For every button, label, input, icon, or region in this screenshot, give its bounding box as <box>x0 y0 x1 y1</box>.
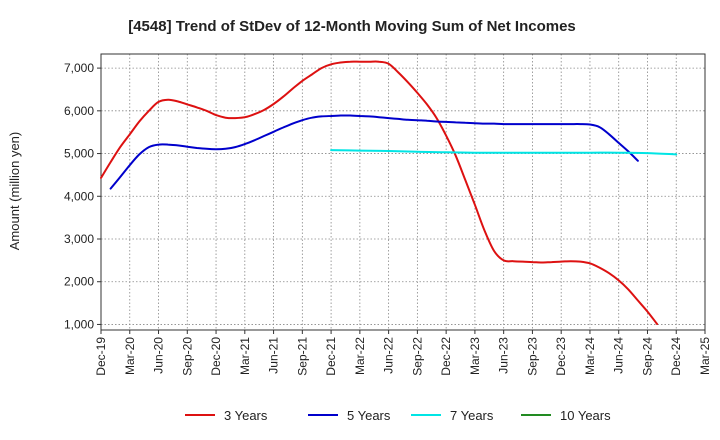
y-axis-ticks: 1,000 2,000 3,000 4,000 5,000 6,000 7,000 <box>64 61 101 331</box>
x-tick-label: Dec-22 <box>439 337 453 376</box>
x-tick-label: Sep-24 <box>640 337 654 376</box>
x-tick-label: Jun-22 <box>382 337 396 374</box>
x-tick-label: Mar-22 <box>353 337 367 375</box>
x-tick-label: Mar-20 <box>123 337 137 375</box>
x-tick-label: Dec-24 <box>669 337 683 376</box>
plot-area-frame <box>100 53 706 331</box>
gridlines <box>100 54 706 330</box>
x-tick-label: Mar-21 <box>238 337 252 375</box>
series-lines <box>100 60 678 325</box>
legend-label-5-years: 5 Years <box>347 408 391 423</box>
legend-label-10-years: 10 Years <box>560 408 611 423</box>
y-tick-label: 6,000 <box>64 104 94 118</box>
y-tick-label: 2,000 <box>64 275 94 289</box>
x-tick-label: Mar-25 <box>698 337 712 375</box>
x-tick-label: Dec-20 <box>209 337 223 376</box>
x-tick-label: Sep-20 <box>180 337 194 376</box>
x-tick-label: Mar-23 <box>468 337 482 375</box>
y-tick-label: 4,000 <box>64 189 94 203</box>
y-tick-label: 7,000 <box>64 61 94 75</box>
x-tick-label: Jun-24 <box>612 337 626 374</box>
y-axis-label: Amount (million yen) <box>7 132 22 251</box>
x-tick-label: Sep-23 <box>525 337 539 376</box>
x-tick-label: Sep-22 <box>410 337 424 376</box>
x-tick-label: Dec-19 <box>94 337 108 376</box>
chart-title: [4548] Trend of StDev of 12-Month Moving… <box>128 18 576 35</box>
x-tick-label: Jun-21 <box>267 337 281 374</box>
x-tick-label: Dec-21 <box>324 337 338 376</box>
x-tick-label: Mar-24 <box>583 337 597 375</box>
y-tick-label: 1,000 <box>64 317 94 331</box>
series-line-7-years <box>330 149 678 156</box>
x-tick-label: Jun-23 <box>497 337 511 374</box>
x-tick-label: Sep-21 <box>295 337 309 376</box>
legend: 3 Years 5 Years 7 Years 10 Years <box>185 408 611 423</box>
series-line-3-years <box>100 60 659 325</box>
x-tick-label: Dec-23 <box>554 337 568 376</box>
legend-label-3-years: 3 Years <box>224 408 268 423</box>
y-tick-label: 3,000 <box>64 232 94 246</box>
x-axis-ticks: Dec-19 Mar-20 Jun-20 Sep-20 Dec-20 Mar-21 Jun-… <box>94 330 712 376</box>
y-tick-label: 5,000 <box>64 147 94 161</box>
x-tick-label: Jun-20 <box>152 337 166 374</box>
series-line-5-years <box>109 114 639 190</box>
legend-label-7-years: 7 Years <box>450 408 494 423</box>
